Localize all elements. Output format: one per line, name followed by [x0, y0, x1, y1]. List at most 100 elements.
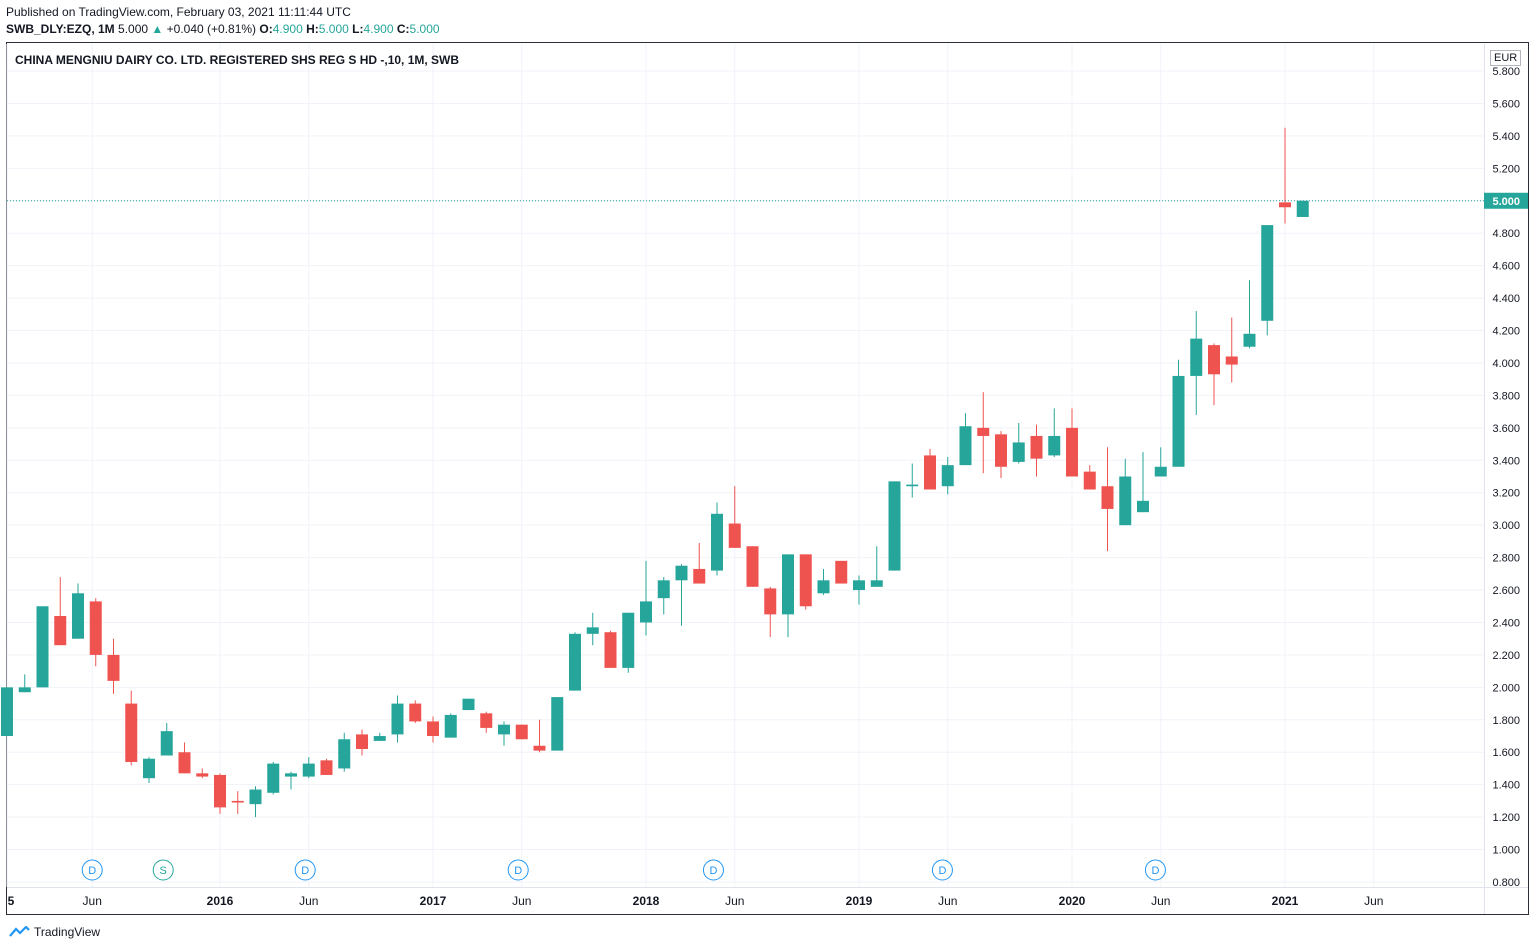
- change-value: +0.040 (+0.81%): [166, 22, 257, 36]
- y-tick-label: 4.600: [1492, 261, 1520, 273]
- low-label: L:: [352, 22, 364, 36]
- quote-line: SWB_DLY:EZQ, 1M 5.000 ▲ +0.040 (+0.81%) …: [6, 22, 440, 36]
- x-tick-label: 2019: [846, 894, 873, 908]
- x-tick-label: Jun: [938, 894, 957, 908]
- y-tick-label: 3.600: [1492, 423, 1520, 435]
- candle-body: [675, 565, 688, 581]
- candle-body: [906, 484, 919, 487]
- candle-body: [977, 427, 990, 436]
- y-tick-label: 5.800: [1492, 66, 1520, 78]
- dividend-marker-label: D: [514, 865, 522, 877]
- candle-body: [373, 736, 386, 741]
- candle-body: [799, 554, 812, 607]
- time-axis: 5 Jun 2016 Jun 2017 Jun 2018 Jun 2019 Jun 2020 Jun 2…: [8, 894, 1384, 908]
- y-tick-label: 4.400: [1492, 293, 1520, 305]
- candle-body: [54, 615, 67, 646]
- candle-body: [586, 627, 599, 634]
- close-label: C:: [396, 22, 410, 36]
- candle-body: [391, 703, 404, 735]
- candle-body: [1172, 375, 1185, 467]
- candle-body: [941, 465, 954, 487]
- brand-footer[interactable]: TradingView: [8, 925, 100, 939]
- y-tick-label: 2.000: [1492, 682, 1520, 694]
- candle-body: [72, 593, 84, 639]
- x-tick-label: 5: [8, 894, 15, 908]
- up-arrow-icon: ▲: [151, 22, 164, 36]
- candle-body: [338, 739, 351, 769]
- x-tick-label: 2016: [207, 894, 234, 908]
- y-tick-label: 4.800: [1492, 228, 1520, 240]
- candle-body: [835, 560, 848, 584]
- candle-body: [870, 580, 883, 587]
- dividend-marker-label: D: [1151, 865, 1159, 877]
- candle-body: [249, 789, 262, 805]
- dividend-marker-icon: [507, 859, 529, 881]
- candle-body: [764, 588, 777, 615]
- y-tick-label: 3.800: [1492, 390, 1520, 402]
- last-value: 5.000: [118, 22, 149, 36]
- grid: [6, 44, 1528, 914]
- x-tick-label: Jun: [299, 894, 318, 908]
- open-value: 4.900: [272, 22, 303, 36]
- candle-body: [356, 734, 368, 749]
- brand-label: TradingView: [34, 925, 101, 939]
- candle-body: [1, 687, 13, 737]
- candle-body: [782, 554, 794, 615]
- close-value: 5.000: [409, 22, 440, 36]
- y-tick-label: 2.800: [1492, 553, 1520, 565]
- x-tick-label: Jun: [725, 894, 744, 908]
- candle-body: [1190, 338, 1203, 376]
- y-tick-label: 1.200: [1492, 812, 1520, 824]
- candle-body: [196, 773, 209, 777]
- candle-body: [427, 721, 439, 737]
- candle-body: [995, 434, 1007, 467]
- candle-body: [1030, 435, 1043, 459]
- y-tick-label: 1.800: [1492, 715, 1520, 727]
- y-tick-label: 3.400: [1492, 455, 1520, 467]
- dividend-marker-icon: [1144, 859, 1166, 881]
- candle-body: [959, 426, 972, 466]
- candle-body: [1048, 435, 1061, 456]
- candle-body: [711, 513, 723, 571]
- dividend-marker-label: D: [88, 865, 96, 877]
- split-marker-label: S: [160, 865, 167, 877]
- candle-body: [728, 523, 741, 548]
- candle-body: [1243, 333, 1256, 347]
- x-tick-label: 2018: [633, 894, 660, 908]
- candle-body: [498, 724, 510, 735]
- candle-body: [1119, 476, 1132, 526]
- candle-body: [107, 654, 120, 681]
- y-tick-label: 4.000: [1492, 358, 1520, 370]
- y-tick-label: 3.000: [1492, 520, 1520, 532]
- candle-body: [1225, 356, 1238, 365]
- x-tick-label: 2017: [420, 894, 447, 908]
- candle-body: [622, 612, 635, 668]
- candle-body: [1261, 225, 1274, 321]
- candle-body: [143, 758, 155, 779]
- candle-body: [924, 455, 936, 490]
- y-tick-label: 0.800: [1492, 877, 1520, 889]
- candle-body: [746, 546, 759, 587]
- symbol-label: SWB_DLY:EZQ, 1M: [6, 22, 115, 36]
- candle-body: [569, 633, 581, 691]
- dividend-marker-label: D: [709, 865, 717, 877]
- candle-body: [1296, 200, 1309, 217]
- y-tick-label: 2.400: [1492, 617, 1520, 629]
- last-price-tag: [1484, 192, 1528, 209]
- dividend-marker-label: D: [301, 865, 309, 877]
- open-label: O:: [259, 22, 273, 36]
- y-tick-label: 1.600: [1492, 747, 1520, 759]
- candle-body: [604, 632, 617, 668]
- high-value: 5.000: [318, 22, 349, 36]
- dividend-marker-icon: [81, 859, 103, 881]
- currency-badge[interactable]: EUR: [1490, 50, 1522, 66]
- candle-body: [1279, 202, 1291, 208]
- x-tick-label: 2020: [1059, 894, 1086, 908]
- candle-body: [178, 752, 191, 774]
- chart-title: CHINA MENGNIU DAIRY CO. LTD. REGISTERED …: [15, 53, 460, 67]
- candle-body: [302, 763, 315, 777]
- candle-body: [1154, 466, 1167, 477]
- x-tick-label: Jun: [1364, 894, 1383, 908]
- candle-body: [480, 713, 493, 728]
